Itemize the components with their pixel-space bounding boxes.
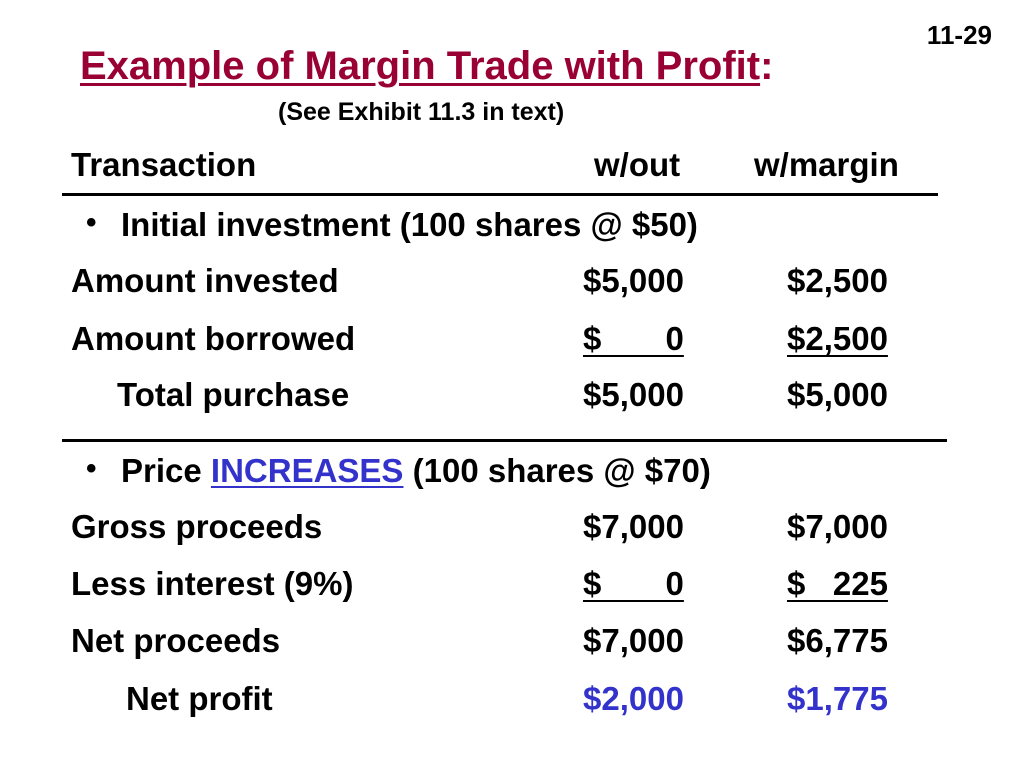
row-value-without-margin: $7,000: [583, 622, 684, 659]
slide-title-suffix: :: [760, 44, 774, 88]
section-initial-investment: • Initial investment (100 shares @ $50): [0, 206, 1024, 246]
section-divider: [62, 439, 947, 442]
table-row: Net profit $2,000 $1,775: [0, 680, 1024, 720]
slide-number: 11-29: [926, 20, 992, 50]
row-label: Net profit: [126, 680, 273, 717]
row-value-without-margin: $ 0: [583, 565, 684, 602]
row-label: Less interest (9%): [71, 565, 354, 602]
section-heading: Price INCREASES (100 shares @ $70): [121, 452, 711, 490]
section-heading-suffix: (100 shares @ $70): [403, 452, 711, 489]
table-row: Gross proceeds $7,000 $7,000: [0, 508, 1024, 548]
row-value-with-margin: $2,500: [787, 262, 888, 299]
row-value-without-margin: $2,000: [583, 680, 684, 717]
section-heading: Initial investment (100 shares @ $50): [121, 206, 698, 243]
row-value-without-margin: $5,000: [583, 262, 684, 299]
header-divider: [62, 193, 938, 196]
table-header: Transaction w/out w/margin: [0, 146, 1024, 186]
slide-title-text: Example of Margin Trade with Profit: [80, 44, 761, 88]
header-with-margin: w/margin: [754, 146, 899, 183]
row-value-with-margin: $2,500: [787, 320, 888, 357]
row-value-without-margin: $ 0: [583, 320, 684, 357]
row-label: Net proceeds: [71, 622, 281, 659]
section-price-increases: • Price INCREASES (100 shares @ $70): [0, 452, 1024, 492]
row-label: Amount invested: [71, 262, 339, 299]
row-value-with-margin: $ 225: [787, 565, 888, 602]
table-row: Amount borrowed $ 0 $2,500: [0, 320, 1024, 360]
slide-title: Example of Margin Trade with Profit:: [80, 44, 773, 89]
row-value-with-margin: $7,000: [787, 508, 888, 545]
table-row: Amount invested $5,000 $2,500: [0, 262, 1024, 302]
bullet-icon: •: [86, 452, 97, 485]
header-transaction: Transaction: [71, 146, 257, 183]
table-row: Total purchase $5,000 $5,000: [0, 376, 1024, 416]
row-value-without-margin: $7,000: [583, 508, 684, 545]
table-row: Net proceeds $7,000 $6,775: [0, 622, 1024, 662]
section-heading-accent: INCREASES: [210, 452, 404, 489]
row-label: Gross proceeds: [71, 508, 323, 545]
row-label: Total purchase: [117, 376, 350, 413]
row-value-without-margin: $5,000: [583, 376, 684, 413]
header-without-margin: w/out: [594, 146, 681, 183]
slide-subtitle: (See Exhibit 11.3 in text): [278, 98, 565, 126]
row-label: Amount borrowed: [71, 320, 356, 357]
table-row: Less interest (9%) $ 0 $ 225: [0, 565, 1024, 605]
row-value-with-margin: $5,000: [787, 376, 888, 413]
section-heading-prefix: Price: [121, 452, 211, 489]
bullet-icon: •: [86, 206, 97, 239]
row-value-with-margin: $6,775: [787, 622, 888, 659]
row-value-with-margin: $1,775: [787, 680, 888, 717]
